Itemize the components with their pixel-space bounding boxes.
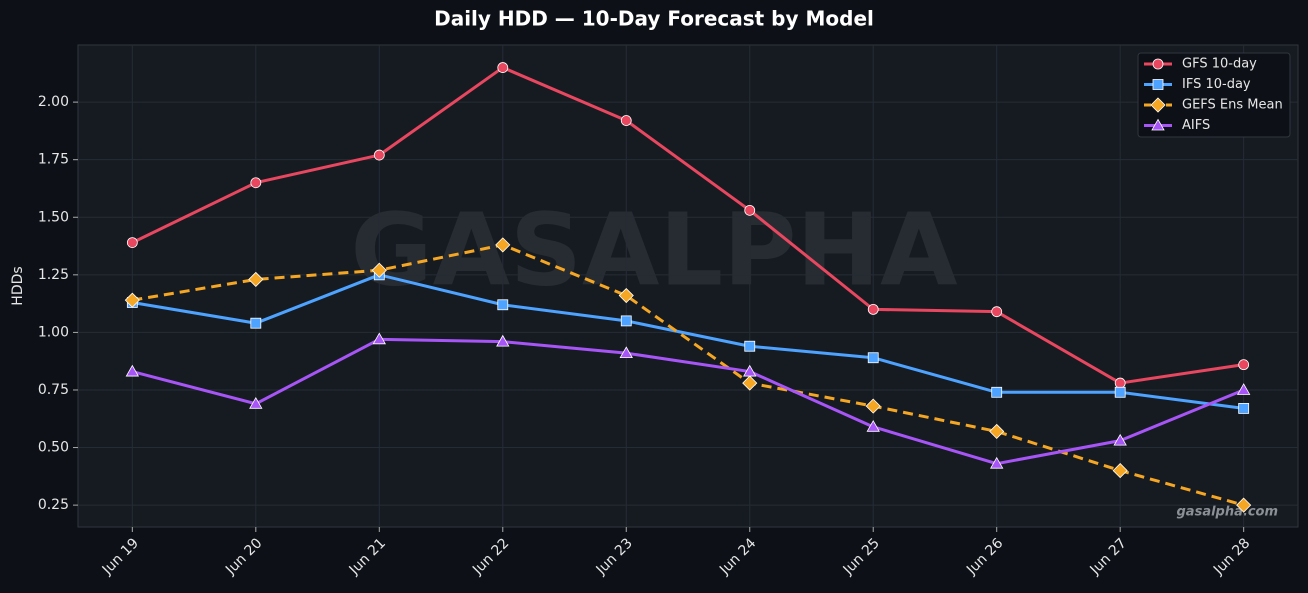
marker: [1112, 463, 1128, 479]
legend-label: AIFS: [1182, 118, 1210, 133]
marker: [497, 299, 509, 311]
y-tick-label: 1.50: [38, 209, 69, 225]
watermark: GASALPHA: [351, 191, 958, 308]
marker: [373, 149, 385, 161]
series-line: [132, 273, 1244, 410]
marker: [743, 364, 757, 377]
marker: [495, 237, 511, 253]
legend-marker: [1151, 118, 1165, 131]
marker: [989, 423, 1005, 439]
marker: [867, 303, 879, 315]
marker: [618, 287, 634, 304]
y-tick-label: 0.50: [38, 440, 69, 456]
legend-marker: [1152, 58, 1164, 70]
chart-title: Daily HDD — 10-Day Forecast by Model: [434, 7, 874, 31]
legend-label: IFS 10-day: [1182, 77, 1251, 92]
legend-marker: [1150, 97, 1166, 113]
marker: [991, 386, 1003, 398]
credit: gasalpha.com: [1177, 505, 1279, 520]
legend-label: GFS 10-day: [1182, 57, 1257, 72]
marker: [124, 292, 140, 308]
marker: [371, 262, 387, 278]
y-tick-label: 1.75: [38, 152, 69, 168]
y-tick-label: 2.00: [38, 94, 69, 110]
y-tick-label: 1.00: [38, 324, 69, 340]
marker: [1114, 377, 1126, 389]
marker: [372, 332, 386, 345]
legend-marker: [1152, 79, 1164, 90]
marker: [619, 346, 633, 359]
marker: [250, 177, 262, 189]
y-tick-label: 0.75: [38, 382, 69, 398]
series-line: [131, 337, 1245, 466]
y-axis-label: HDDs: [10, 266, 26, 305]
marker: [744, 204, 756, 216]
legend-label: GEFS Ens Mean: [1182, 98, 1283, 113]
marker: [1113, 433, 1127, 446]
y-tick-label: 0.25: [38, 497, 69, 513]
marker: [990, 456, 1004, 469]
marker: [867, 352, 879, 364]
legend-box: [1137, 52, 1291, 138]
marker: [497, 62, 509, 73]
marker: [866, 420, 880, 432]
marker: [744, 340, 756, 352]
marker: [496, 334, 510, 347]
y-tick-label: 1.25: [38, 267, 69, 283]
marker: [1236, 383, 1251, 395]
marker: [991, 306, 1003, 318]
marker: [620, 315, 632, 327]
marker: [1238, 359, 1250, 371]
marker: [248, 271, 264, 288]
marker: [125, 364, 140, 377]
marker: [250, 317, 262, 329]
marker: [620, 115, 632, 126]
marker: [249, 396, 263, 409]
marker: [1236, 497, 1252, 513]
marker: [742, 375, 758, 391]
marker: [126, 237, 138, 248]
marker: [865, 398, 881, 414]
series-line: [131, 66, 1244, 385]
marker: [1114, 386, 1126, 398]
marker: [1238, 402, 1250, 414]
